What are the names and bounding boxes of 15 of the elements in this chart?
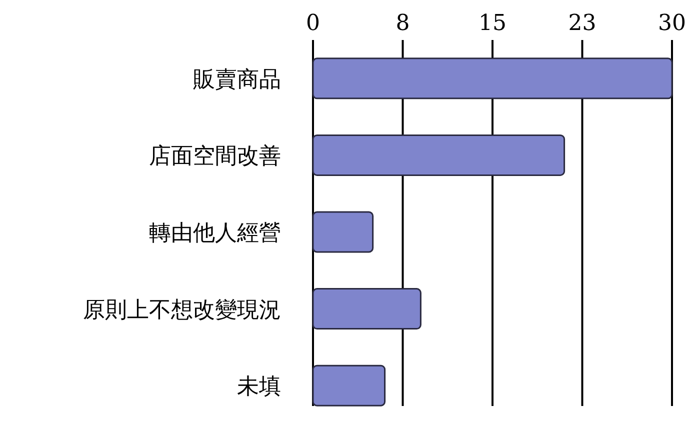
y-tick-label: 原則上不想改變現況 [83, 298, 281, 323]
bar [312, 288, 422, 330]
x-tick-label: 30 [658, 11, 686, 36]
y-tick-label: 未填 [237, 374, 281, 400]
bar [312, 134, 566, 176]
x-tick-label: 23 [568, 11, 596, 36]
x-tick-label: 15 [478, 11, 506, 36]
bar [312, 211, 374, 253]
x-tick-label: 0 [306, 11, 320, 36]
y-tick-label: 販賣商品 [193, 67, 281, 92]
x-tick-label: 8 [396, 11, 410, 36]
y-tick-label: 轉由他人經營 [149, 221, 281, 246]
bar [312, 364, 386, 406]
y-tick-label: 店面空間改善 [149, 144, 281, 170]
bar [312, 58, 673, 100]
